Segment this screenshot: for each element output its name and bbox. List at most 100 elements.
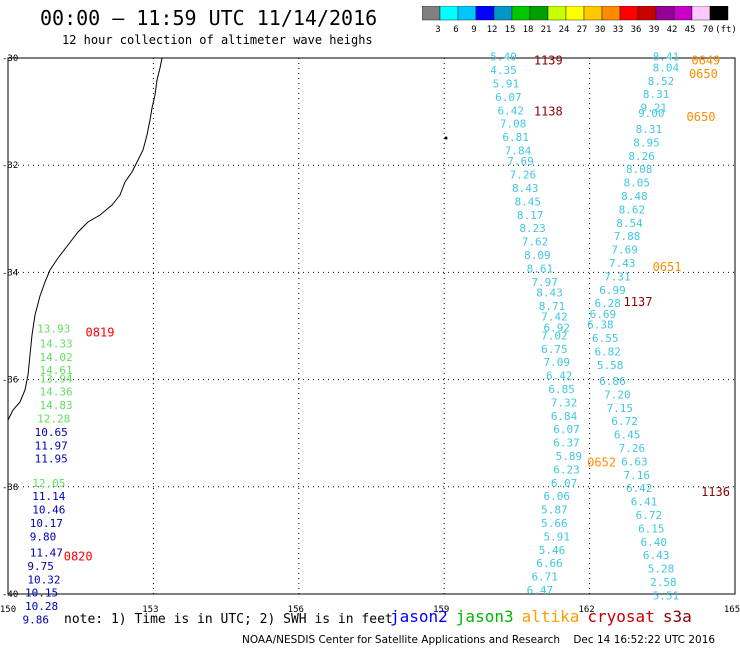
swh-value: 6.45 bbox=[614, 429, 641, 442]
swh-value: 7.15 bbox=[607, 402, 634, 415]
swh-value: 5.51 bbox=[653, 589, 680, 602]
swh-value: 4.35 bbox=[490, 64, 517, 77]
swh-value: 9.86 bbox=[23, 613, 50, 626]
colorbar-label: 39 bbox=[649, 25, 660, 35]
island-marker bbox=[444, 136, 448, 140]
lat-tick-label: -36 bbox=[2, 376, 18, 386]
pass-time-label: 0819 bbox=[86, 325, 115, 339]
pass-time-label: 0820 bbox=[64, 549, 93, 563]
colorbar-label: 21 bbox=[541, 25, 552, 35]
swh-value: 8.62 bbox=[619, 203, 646, 216]
swh-value: 5.89 bbox=[556, 450, 583, 463]
swh-value: 6.69 bbox=[590, 308, 617, 321]
swh-value: 5.28 bbox=[648, 563, 675, 576]
lon-tick-label: 165 bbox=[724, 605, 740, 615]
lat-tick-label: -32 bbox=[2, 161, 18, 171]
swh-value: 8.26 bbox=[628, 150, 655, 163]
swh-value: 6.55 bbox=[592, 332, 619, 345]
pass-time-label: 0652 bbox=[587, 456, 616, 470]
swh-value: 7.88 bbox=[614, 230, 641, 243]
colorbar-label: 27 bbox=[577, 25, 588, 35]
swh-value: 6.99 bbox=[599, 284, 626, 297]
swh-value: 14.33 bbox=[40, 337, 73, 350]
swh-value: 5.87 bbox=[541, 504, 568, 517]
swh-value: 6.72 bbox=[611, 415, 638, 428]
swh-value: 6.23 bbox=[553, 463, 580, 476]
legend-item-altika: altika bbox=[521, 607, 580, 626]
swh-value: 7.26 bbox=[510, 169, 537, 182]
colorbar-label: 24 bbox=[559, 25, 570, 35]
swh-value: 6.85 bbox=[548, 383, 575, 396]
swh-value: 6.28 bbox=[594, 297, 621, 310]
swh-value: 7.62 bbox=[522, 236, 549, 249]
swh-value: 13.94 bbox=[40, 372, 73, 385]
swh-value: 6.75 bbox=[541, 343, 568, 356]
swh-value: 14.36 bbox=[40, 386, 73, 399]
swh-value: 9.80 bbox=[30, 530, 56, 543]
swh-value: 6.82 bbox=[594, 345, 621, 358]
swh-value: 6.38 bbox=[587, 319, 614, 332]
swh-value: 10.46 bbox=[32, 504, 65, 517]
swh-value: 8.31 bbox=[636, 123, 663, 136]
page-title: 00:00 – 11:59 UTC 11/14/2016 bbox=[40, 6, 378, 30]
units-note: note: 1) Time is in UTC; 2) SWH is in fe… bbox=[64, 612, 393, 627]
swh-value: 14.83 bbox=[40, 399, 73, 412]
colorbar-label: (ft) bbox=[715, 25, 737, 35]
swh-value: 8.71 bbox=[539, 300, 566, 313]
swh-value: 7.08 bbox=[500, 118, 526, 131]
swh-value: 6.92 bbox=[544, 321, 571, 334]
colorbar-label: 70 bbox=[703, 25, 714, 35]
swh-value: 6.63 bbox=[621, 455, 648, 468]
swh-value: 5.66 bbox=[541, 517, 568, 530]
swh-value: 10.15 bbox=[25, 587, 58, 600]
swh-value: 7.16 bbox=[624, 469, 651, 482]
swh-value: 10.17 bbox=[30, 517, 63, 530]
colorbar-label: 6 bbox=[453, 25, 458, 35]
swh-value: 7.42 bbox=[541, 311, 568, 324]
swh-value: 8.05 bbox=[624, 177, 651, 190]
swh-value: 8.31 bbox=[643, 88, 670, 101]
colorbar-label: 36 bbox=[631, 25, 642, 35]
pass-time-label: 0649 bbox=[691, 54, 720, 68]
swh-value: 8.17 bbox=[517, 209, 544, 222]
lat-tick-label: -40 bbox=[2, 590, 18, 600]
swh-value: 6.86 bbox=[599, 375, 626, 388]
swh-value: 6.81 bbox=[502, 131, 529, 144]
colorbar-label: 33 bbox=[613, 25, 624, 35]
lon-tick-label: 162 bbox=[578, 605, 594, 615]
swh-value: 8.08 bbox=[626, 163, 653, 176]
swh-value: 12.28 bbox=[37, 412, 70, 425]
swh-value: 6.40 bbox=[640, 536, 667, 549]
swh-value: 11.97 bbox=[35, 439, 68, 452]
swh-value: 2.58 bbox=[650, 576, 677, 589]
swh-value: 8.95 bbox=[633, 136, 660, 149]
wave-height-colorbar: 3 6 9 12 15 18 21 24 27 30 33 36 39 42 45 70 (ft) bbox=[422, 6, 737, 35]
swh-value: 6.43 bbox=[643, 549, 670, 562]
lat-tick-label: -34 bbox=[2, 268, 18, 278]
swh-value: 10.28 bbox=[25, 600, 58, 613]
swh-value: 5.46 bbox=[539, 544, 566, 557]
map-frame bbox=[7, 57, 736, 595]
lat-tick-label: -38 bbox=[2, 483, 18, 493]
swh-value: 8.48 bbox=[621, 190, 648, 203]
legend-item-jason3: jason3 bbox=[455, 607, 514, 626]
pass-time-label: 1137 bbox=[624, 295, 653, 309]
pass-time-label: 1139 bbox=[534, 54, 563, 68]
swh-value: 6.15 bbox=[638, 522, 665, 535]
lon-tick-label: 153 bbox=[142, 605, 158, 615]
swh-value: 8.52 bbox=[648, 75, 675, 88]
legend-item-cryosat: cryosat bbox=[587, 607, 655, 626]
swh-value: 7.20 bbox=[604, 388, 631, 401]
australia-coastline bbox=[7, 57, 163, 421]
colorbar-label: 12 bbox=[487, 25, 498, 35]
colorbar-label: 18 bbox=[523, 25, 534, 35]
swh-value: 12.05 bbox=[32, 477, 65, 490]
swh-value: 11.95 bbox=[35, 453, 68, 466]
swh-value: 6.66 bbox=[536, 557, 563, 570]
swh-value: 7.02 bbox=[541, 329, 568, 342]
colorbar-label: 15 bbox=[505, 25, 516, 35]
swh-value: 5.40 bbox=[490, 51, 517, 64]
lon-tick-label: 156 bbox=[288, 605, 304, 615]
swh-value: 9.75 bbox=[27, 560, 53, 573]
swh-value: 8.45 bbox=[514, 195, 541, 208]
